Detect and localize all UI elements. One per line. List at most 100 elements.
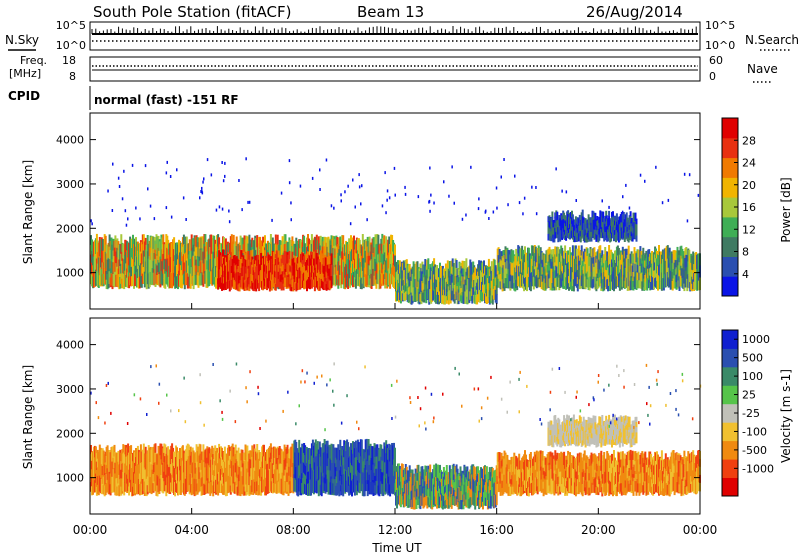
- noise-tick-top-left: 10^5: [56, 19, 86, 32]
- data-cell: [596, 216, 599, 222]
- data-cell: [264, 250, 266, 258]
- data-cell: [576, 283, 579, 292]
- scatter-echo: [340, 199, 342, 203]
- data-cell: [298, 439, 301, 454]
- data-cell: [455, 260, 458, 269]
- data-cell: [279, 255, 282, 263]
- data-cell: [282, 283, 285, 291]
- y-tick-label: 1000: [56, 267, 84, 280]
- scatter-echo: [166, 160, 168, 164]
- scatter-echo: [443, 180, 445, 184]
- colorbar-tick-label: 4: [742, 268, 749, 281]
- data-cell: [551, 211, 554, 218]
- scatter-echo: [218, 205, 221, 209]
- data-cell: [277, 250, 280, 259]
- data-cell: [272, 251, 275, 264]
- data-cell: [365, 438, 368, 450]
- scatter-echo: [221, 161, 223, 164]
- data-cell: [446, 260, 449, 269]
- nave-label: Nave: [747, 62, 778, 76]
- scatter-echo: [500, 175, 502, 179]
- data-cell: [238, 283, 241, 292]
- scatter-echo: [366, 218, 368, 222]
- data-cell: [635, 224, 638, 231]
- data-cell: [405, 259, 408, 268]
- data-cell: [586, 237, 589, 243]
- scatter-echo: [90, 219, 92, 223]
- cpid-text: normal (fast) -151 RF: [94, 93, 239, 107]
- data-cell: [487, 258, 490, 268]
- scatter-echo: [575, 199, 577, 202]
- data-cell: [491, 295, 494, 305]
- scatter-echo: [477, 207, 480, 211]
- scatter-echo: [361, 184, 363, 188]
- data-cell: [191, 238, 194, 249]
- data-cell: [625, 248, 628, 259]
- data-cell: [451, 258, 454, 267]
- data-cell: [601, 250, 604, 259]
- data-cell: [605, 210, 608, 217]
- scatter-echo: [495, 186, 498, 190]
- cpid-label: CPID: [8, 89, 40, 103]
- data-cell: [247, 251, 250, 261]
- data-cell: [685, 247, 688, 256]
- data-cell: [635, 218, 638, 225]
- data-cell: [503, 283, 506, 291]
- scatter-echo: [686, 219, 689, 223]
- data-cell: [612, 211, 614, 217]
- data-cell: [237, 447, 240, 458]
- data-cell: [294, 255, 297, 263]
- scatter-echo: [288, 181, 291, 185]
- scatter-echo: [344, 190, 346, 194]
- noise-series: [91, 26, 698, 42]
- data-cell: [642, 247, 645, 262]
- data-cell: [548, 246, 551, 256]
- data-cell: [231, 249, 234, 260]
- data-cell: [120, 234, 123, 245]
- data-cell: [607, 235, 610, 242]
- y-tick-label: 3000: [56, 178, 84, 191]
- scatter-echo: [429, 166, 431, 170]
- scatter-echo: [288, 159, 291, 163]
- data-cell: [361, 234, 364, 247]
- colorbar-tick-label: 12: [742, 223, 756, 236]
- scatter-echo: [185, 218, 187, 221]
- data-cell: [608, 210, 611, 217]
- scatter-echo: [625, 183, 627, 187]
- freq-tick-top: 18: [62, 54, 76, 67]
- data-cell: [608, 216, 611, 222]
- scatter-echo: [606, 215, 608, 219]
- y-tick-label: 2000: [56, 222, 84, 235]
- data-cell: [254, 255, 257, 265]
- data-cell: [419, 263, 422, 272]
- nave-tick-top: 60: [709, 54, 723, 67]
- colorbar-swatch: [722, 137, 738, 159]
- scatter-echo: [523, 196, 526, 200]
- data-cell: [227, 254, 230, 264]
- data-cell: [173, 237, 176, 250]
- scatter-echo: [311, 176, 314, 180]
- data-cell: [199, 444, 202, 455]
- freq-label: Freq.: [20, 54, 47, 67]
- scatter-echo: [430, 193, 432, 197]
- data-cell: [565, 235, 568, 241]
- data-cell: [246, 236, 249, 249]
- data-cell: [587, 214, 590, 223]
- scatter-echo: [601, 199, 603, 203]
- data-cell: [524, 246, 526, 255]
- scatter-echo: [245, 157, 247, 161]
- data-cell: [568, 283, 570, 291]
- data-cell: [239, 235, 242, 246]
- data-cell: [502, 250, 505, 259]
- data-cell: [288, 250, 291, 264]
- data-cell: [598, 234, 601, 241]
- data-cell: [234, 444, 237, 455]
- data-cell: [311, 439, 314, 451]
- scatter-echo: [347, 184, 349, 188]
- data-cell: [578, 214, 581, 224]
- data-cell: [257, 254, 260, 264]
- data-cell: [336, 237, 339, 248]
- scatter-echo: [393, 166, 396, 170]
- scatter-echo: [299, 184, 302, 188]
